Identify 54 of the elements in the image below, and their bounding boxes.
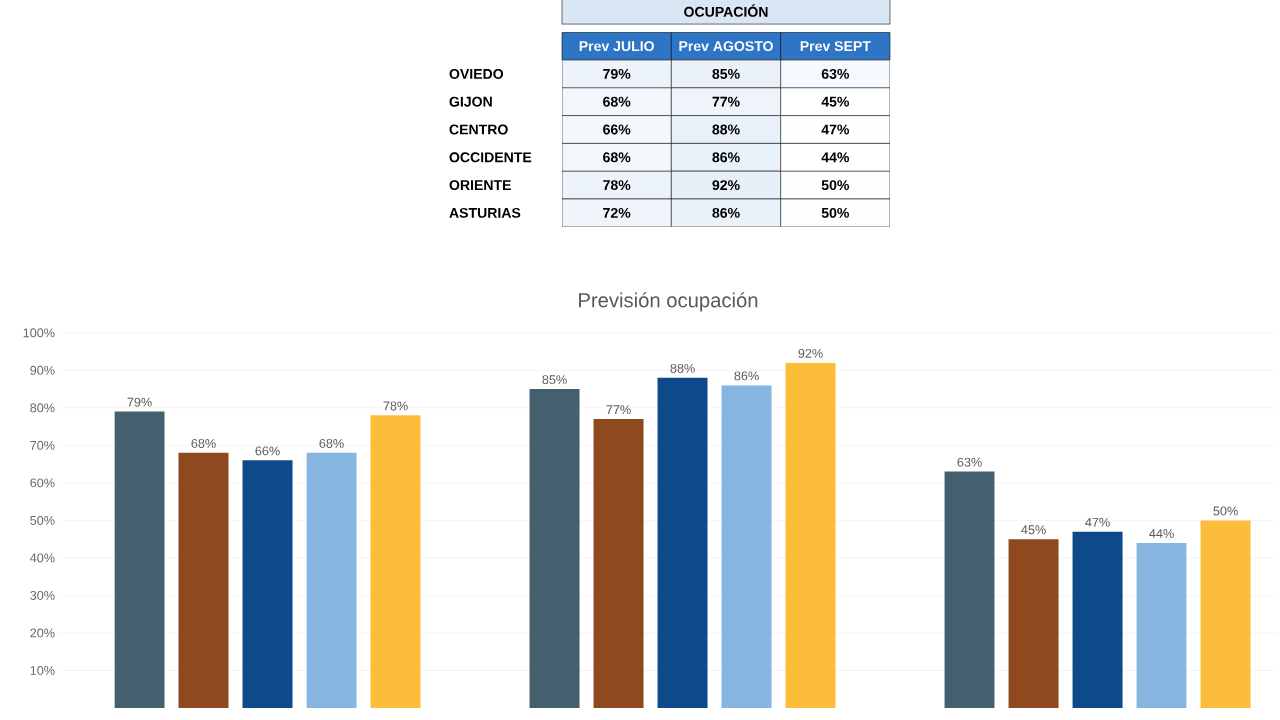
y-tick-label: OCCIDENTE [449,152,532,163]
data-label: 50% [821,207,850,218]
data-label: 50% [821,180,850,191]
y-tick-label: 80% [30,403,55,413]
data-label: 45% [1021,525,1046,535]
data-label: 68% [191,438,216,448]
data-label: 92% [798,348,823,358]
data-label: 68% [603,152,631,163]
data-label: 47% [1085,517,1110,527]
data-label: 86% [712,207,740,218]
x-tick-label: Prev JULIO [579,41,654,52]
y-tick-label: 40% [30,553,55,563]
y-tick-label: 90% [30,365,55,375]
chart-title: Previsión ocupación [579,292,758,312]
data-label: 88% [670,363,695,373]
y-tick-label: 30% [30,590,55,600]
data-label: 44% [1149,529,1174,538]
y-tick-label: ORIENTE [449,180,511,191]
data-label: 78% [383,401,408,411]
data-label: 50% [1213,506,1238,516]
y-tick-label: OVIEDO [449,68,504,79]
y-tick-label: 60% [30,478,55,488]
y-tick-label: 100% [23,328,55,338]
data-label: 47% [821,124,850,135]
data-label: 79% [127,397,152,407]
x-tick-label: Prev SEPT [800,41,871,52]
data-label: 63% [821,68,850,79]
data-label: 85% [712,68,740,79]
y-tick-label: 10% [30,665,55,675]
data-label: 78% [603,180,631,191]
data-label: 79% [603,68,631,79]
data-label: 86% [734,371,759,381]
data-label: 86% [712,152,740,163]
data-label: 45% [821,96,850,107]
y-tick-label: CENTRO [449,124,508,135]
data-label: 88% [712,124,740,135]
y-tick-label: 70% [30,440,55,450]
data-label: 63% [957,457,982,467]
x-tick-label: Prev AGOSTO [679,41,773,52]
chart-title: OCUPACIÓN [684,4,768,17]
y-tick-label: 20% [30,628,55,638]
data-label: 72% [603,207,631,218]
data-label: 85% [542,375,567,385]
data-label: 66% [255,446,280,456]
data-label: 92% [712,180,740,191]
data-label: 77% [712,96,740,107]
data-label: 66% [603,124,631,135]
y-tick-label: 50% [30,515,55,525]
data-label: 68% [319,438,344,448]
y-tick-label: GIJON [449,96,492,107]
data-label: 77% [606,405,631,415]
data-label: 68% [603,96,631,107]
data-label: 44% [821,152,850,163]
y-tick-label: ASTURIAS [449,207,521,218]
